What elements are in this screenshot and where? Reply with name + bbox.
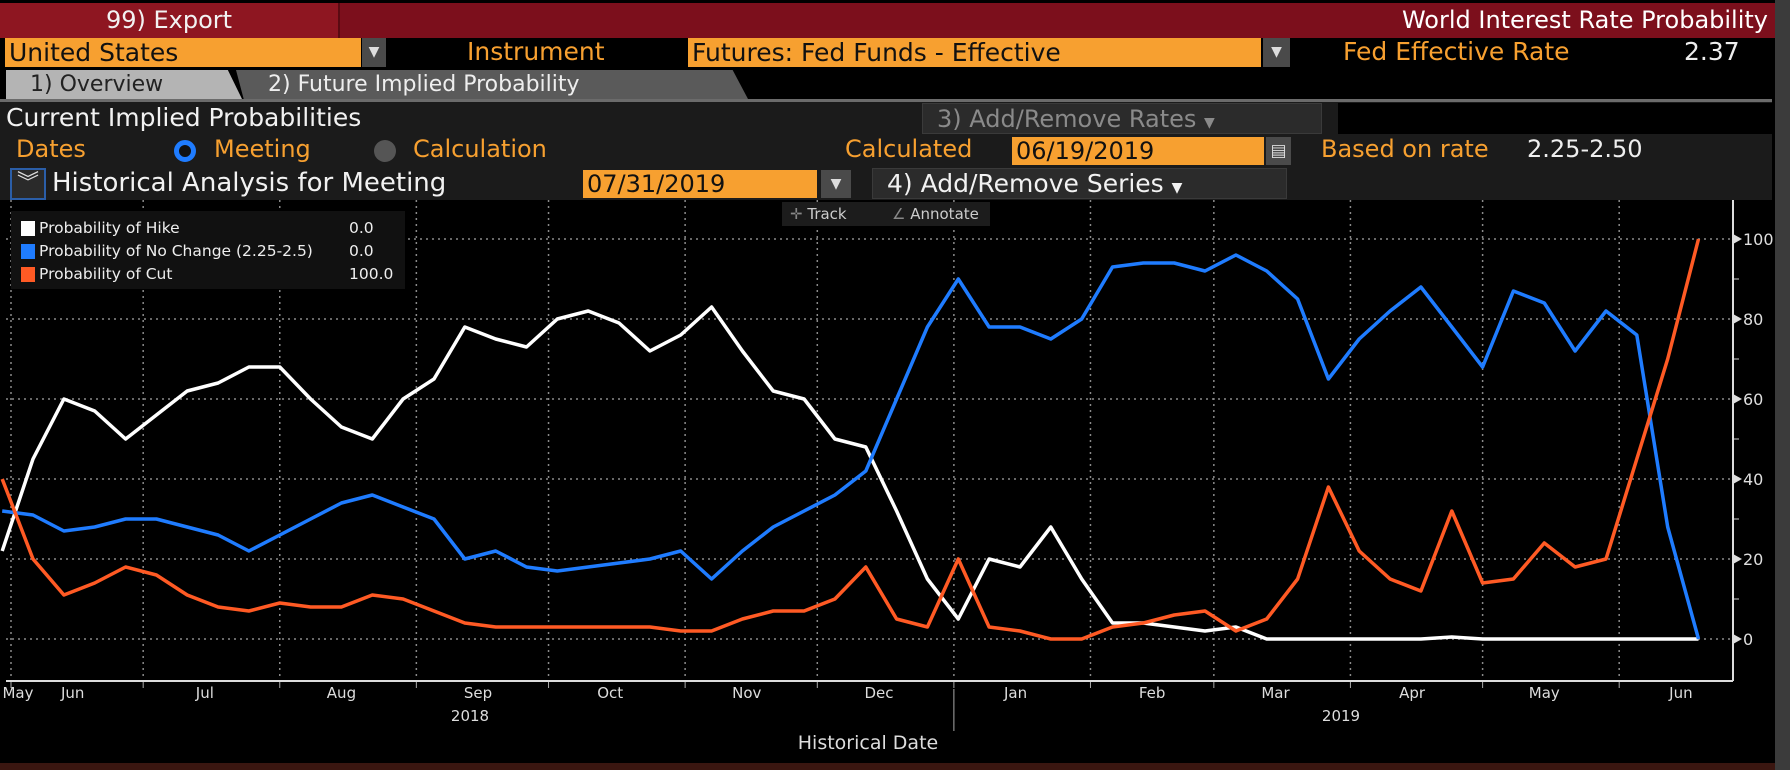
x-month-label: Jul bbox=[195, 684, 214, 702]
x-month-label: Apr bbox=[1399, 684, 1426, 702]
triangle-down-icon: ▼ bbox=[1171, 180, 1183, 196]
track-button[interactable]: ✛ Track bbox=[782, 202, 890, 226]
triangle-down-icon: ▼ bbox=[368, 44, 380, 60]
x-month-label: Dec bbox=[864, 684, 893, 702]
x-month-label: Jun bbox=[60, 684, 84, 702]
y-tick-label: 20 bbox=[1743, 550, 1763, 569]
historical-analysis-label: Historical Analysis for Meeting bbox=[52, 168, 447, 198]
meeting-date-select[interactable]: 07/31/2019 bbox=[583, 170, 817, 198]
dates-label: Dates bbox=[16, 135, 86, 163]
country-select[interactable]: United States bbox=[5, 38, 361, 67]
chart-legend: Probability of Hike 0.0 Probability of N… bbox=[11, 211, 405, 289]
calculated-date-input[interactable]: 06/19/2019 bbox=[1012, 137, 1264, 165]
based-on-rate-label: Based on rate bbox=[1321, 135, 1489, 163]
triangle-down-icon: ▼ bbox=[1204, 115, 1215, 131]
fed-rate-value: 2.37 bbox=[1684, 37, 1740, 66]
legend-swatch-no-change bbox=[21, 244, 35, 259]
legend-item-cut: Probability of Cut bbox=[21, 264, 173, 284]
y-tick-marker bbox=[1733, 474, 1742, 484]
x-month-label: Mar bbox=[1261, 684, 1290, 702]
instrument-select[interactable]: Futures: Fed Funds - Effective bbox=[688, 38, 1261, 67]
x-month-label: Jun bbox=[1668, 684, 1692, 702]
legend-value-hike: 0.0 bbox=[349, 219, 374, 237]
legend-label: Probability of No Change (2.25-2.5) bbox=[39, 242, 313, 260]
series-no-change-line bbox=[1, 253, 1701, 640]
double-chevron-down-icon: ︾ bbox=[16, 171, 39, 196]
crosshair-icon: ✛ bbox=[790, 205, 803, 223]
fed-rate-label: Fed Effective Rate bbox=[1343, 37, 1570, 66]
tab-divider bbox=[0, 99, 1772, 102]
tab-overview[interactable]: 1) Overview bbox=[6, 70, 242, 99]
collapse-button[interactable]: ︾ bbox=[10, 168, 46, 200]
x-year-label: 2018 bbox=[451, 707, 489, 725]
meeting-date-dropdown-button[interactable]: ▼ bbox=[821, 170, 851, 198]
y-tick-label: 80 bbox=[1743, 310, 1763, 329]
legend-label: Probability of Cut bbox=[39, 265, 173, 283]
x-month-label: Oct bbox=[597, 684, 623, 702]
tab-future-implied-probability[interactable]: 2) Future Implied Probability bbox=[236, 70, 748, 99]
x-year-label: 2019 bbox=[1322, 707, 1360, 725]
triangle-down-icon: ▼ bbox=[1271, 44, 1282, 60]
radio-meeting-label: Meeting bbox=[214, 135, 311, 163]
add-remove-series-label: 4) Add/Remove Series bbox=[887, 169, 1164, 198]
instrument-dropdown-button[interactable]: ▼ bbox=[1263, 38, 1290, 67]
pencil-icon: ∠ bbox=[892, 205, 906, 223]
x-month-label: May bbox=[2, 684, 33, 702]
app-title: World Interest Rate Probability bbox=[1401, 6, 1768, 34]
legend-item-no-change: Probability of No Change (2.25-2.5) bbox=[21, 241, 313, 261]
add-remove-rates-label: 3) Add/Remove Rates bbox=[937, 105, 1197, 133]
add-remove-series-button[interactable]: 4) Add/Remove Series ▼ bbox=[872, 168, 1287, 199]
x-month-label: Aug bbox=[327, 684, 356, 702]
annotate-label: Annotate bbox=[910, 205, 979, 223]
legend-value-cut: 100.0 bbox=[349, 265, 394, 283]
calculated-label: Calculated bbox=[845, 135, 973, 163]
x-month-label: Nov bbox=[732, 684, 761, 702]
y-tick-label: 0 bbox=[1743, 630, 1753, 649]
radio-meeting[interactable] bbox=[174, 140, 196, 162]
radio-calculation-label: Calculation bbox=[413, 135, 547, 163]
probability-chart: 0 20 40 60 80 100 May Jun Jul Aug Sep Oct Nov Dec Jan F… bbox=[0, 200, 1774, 754]
y-tick-marker bbox=[1733, 394, 1742, 404]
calendar-icon: ▤ bbox=[1270, 141, 1287, 161]
country-dropdown-button[interactable]: ▼ bbox=[362, 38, 386, 67]
legend-swatch-cut bbox=[21, 267, 35, 282]
annotate-button[interactable]: ∠ Annotate bbox=[886, 202, 990, 226]
bottom-bar bbox=[0, 763, 1790, 770]
y-tick-marker bbox=[1733, 634, 1742, 644]
legend-value-no-change: 0.0 bbox=[349, 242, 374, 260]
y-tick-marker bbox=[1733, 554, 1742, 564]
legend-swatch-hike bbox=[21, 221, 35, 236]
track-label: Track bbox=[807, 205, 847, 223]
section-title: Current Implied Probabilities bbox=[6, 103, 362, 132]
radio-calculation[interactable] bbox=[374, 140, 396, 162]
y-tick-label: 100 bbox=[1743, 230, 1774, 249]
series-cut-line bbox=[0, 238, 1701, 641]
series-hike-line bbox=[0, 305, 1699, 641]
add-remove-rates-button[interactable]: 3) Add/Remove Rates ▼ bbox=[922, 103, 1322, 134]
x-month-label: Jan bbox=[1003, 684, 1027, 702]
export-button[interactable]: 99) Export bbox=[0, 3, 340, 38]
x-month-label: Sep bbox=[464, 684, 492, 702]
legend-label: Probability of Hike bbox=[39, 219, 180, 237]
instrument-label: Instrument bbox=[467, 37, 605, 66]
x-axis-title: Historical Date bbox=[798, 732, 938, 754]
x-month-label: May bbox=[1529, 684, 1560, 702]
legend-item-hike: Probability of Hike bbox=[21, 218, 180, 238]
y-tick-label: 60 bbox=[1743, 390, 1763, 409]
triangle-down-icon: ▼ bbox=[830, 176, 842, 192]
y-tick-marker bbox=[1733, 314, 1742, 324]
window-edge bbox=[1775, 0, 1790, 770]
panel-blank bbox=[1338, 103, 1772, 134]
y-tick-label: 40 bbox=[1743, 470, 1763, 489]
calendar-button[interactable]: ▤ bbox=[1266, 137, 1291, 165]
y-tick-marker bbox=[1733, 234, 1742, 244]
x-month-label: Feb bbox=[1139, 684, 1166, 702]
based-on-rate-value: 2.25-2.50 bbox=[1527, 135, 1643, 163]
